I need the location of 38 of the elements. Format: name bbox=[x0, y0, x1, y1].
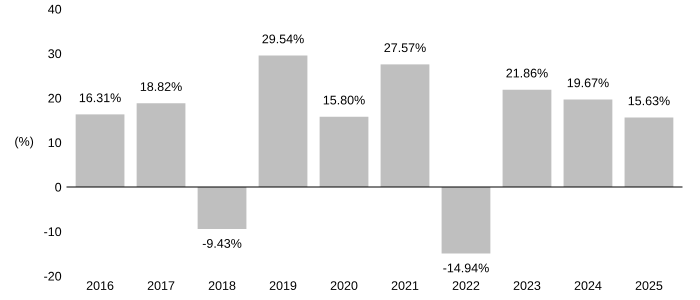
data-label: -9.43% bbox=[202, 239, 242, 248]
bar bbox=[320, 116, 368, 187]
bar bbox=[442, 187, 490, 254]
x-tick-label: 2016 bbox=[86, 281, 114, 290]
bar bbox=[564, 99, 612, 187]
y-tick-label: 20 bbox=[48, 94, 62, 103]
y-tick-label: 40 bbox=[48, 4, 62, 14]
x-tick-label: 2018 bbox=[208, 281, 236, 290]
y-tick-label: -10 bbox=[44, 227, 62, 236]
data-label: 15.80% bbox=[324, 96, 365, 104]
bar bbox=[136, 103, 186, 187]
y-tick-label: 0 bbox=[55, 182, 62, 192]
x-tick-label: 2021 bbox=[392, 281, 418, 290]
bar bbox=[258, 56, 308, 187]
y-tick-label: 10 bbox=[48, 138, 62, 148]
data-label: 21.86% bbox=[506, 68, 548, 78]
x-tick-label: 2017 bbox=[148, 281, 174, 290]
data-label: 19.67% bbox=[568, 78, 609, 88]
data-label: 27.57% bbox=[384, 43, 426, 52]
bar bbox=[624, 117, 674, 187]
y-tick-label: 30 bbox=[48, 49, 62, 58]
data-label: -14.94% bbox=[443, 264, 489, 272]
bar bbox=[502, 90, 552, 187]
data-label: 29.54% bbox=[262, 34, 304, 44]
bar bbox=[198, 187, 246, 229]
bar bbox=[380, 64, 430, 187]
x-tick-label: 2025 bbox=[636, 281, 662, 290]
x-tick-label: 2022 bbox=[452, 281, 480, 290]
y-axis-title: (%) bbox=[15, 136, 34, 148]
x-tick-label: 2019 bbox=[270, 281, 296, 290]
data-label: 16.31% bbox=[80, 93, 121, 102]
x-tick-label: 2020 bbox=[330, 281, 358, 290]
y-tick-label: -20 bbox=[44, 272, 62, 281]
x-tick-label: 2024 bbox=[574, 281, 602, 290]
data-label: 15.63% bbox=[628, 96, 670, 106]
x-tick-label: 2023 bbox=[514, 281, 540, 290]
bar bbox=[76, 114, 124, 187]
data-label: 18.82% bbox=[140, 82, 182, 92]
